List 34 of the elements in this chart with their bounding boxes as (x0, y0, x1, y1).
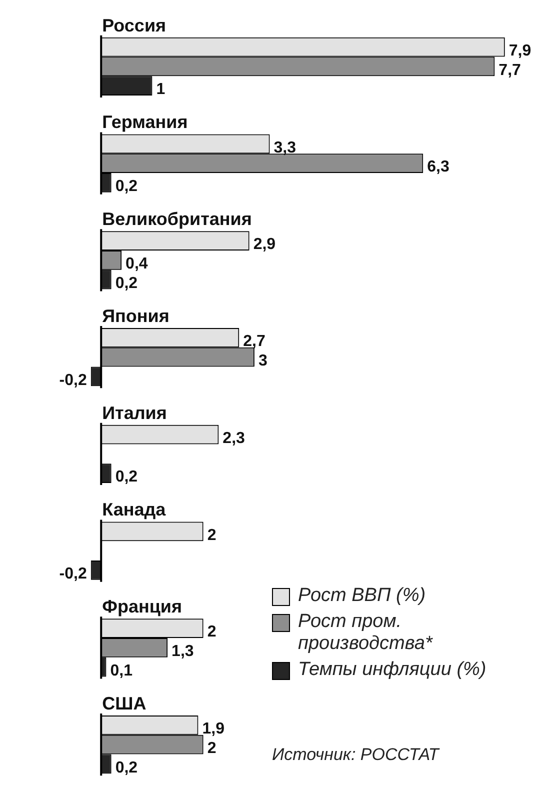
y-tick-label: Франция (102, 596, 182, 617)
data-label: 2 (207, 740, 216, 757)
data-label: 1,9 (202, 720, 225, 738)
data-label: 7,7 (498, 62, 522, 79)
data-label: 3 (258, 352, 268, 370)
data-label: 2,7 (243, 333, 266, 350)
data-label: 0,2 (115, 178, 138, 196)
data-label: 2,9 (253, 236, 276, 254)
data-label: -0,2 (59, 372, 87, 389)
y-tick-label: Япония (102, 306, 170, 326)
data-label: 2 (207, 526, 216, 544)
y-tick-label: Великобритания (102, 209, 252, 230)
data-label: 6,3 (427, 158, 450, 176)
data-label: 3,3 (274, 139, 296, 156)
data-label: 0,2 (115, 468, 138, 486)
data-label: 0,2 (115, 274, 138, 292)
y-tick-label: Германия (102, 112, 188, 132)
data-label: 2 (207, 624, 216, 641)
data-label: 0,4 (126, 256, 148, 273)
data-label: 2,3 (222, 430, 246, 447)
annotation: Источник: РОССТАТ (272, 745, 439, 765)
data-label: -0,2 (59, 566, 87, 583)
data-label: 0,1 (110, 662, 133, 680)
data-label: 0,2 (115, 759, 138, 776)
data-label: 7,9 (508, 42, 532, 60)
data-label: 1 (156, 81, 166, 98)
y-tick-label: Италия (102, 402, 167, 423)
y-tick-label: Россия (102, 15, 166, 36)
legend-label: Рост пром. производства* (298, 611, 434, 655)
legend-label: Темпы инфляции (%) (298, 659, 486, 681)
data-label: 1,3 (172, 643, 194, 660)
legend-label: Рост ВВП (%) (298, 585, 426, 607)
y-tick-label: США (102, 693, 146, 714)
y-tick-label: Канада (102, 500, 167, 520)
